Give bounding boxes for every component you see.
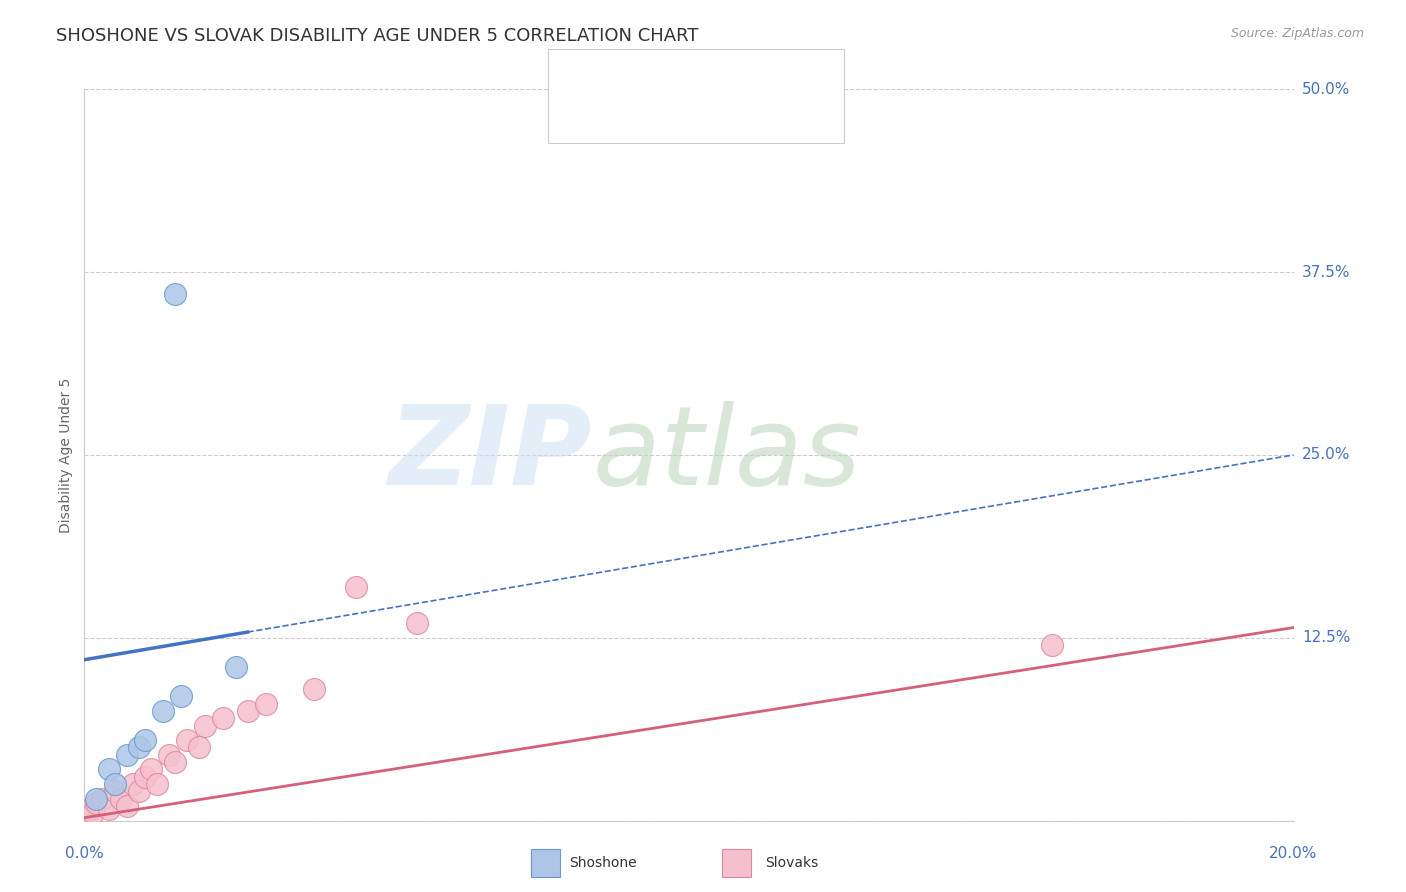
Point <box>212 711 235 725</box>
Text: ZIP: ZIP <box>388 401 592 508</box>
Text: R =: R = <box>609 69 645 87</box>
Text: 12.5%: 12.5% <box>1302 631 1350 645</box>
Bar <box>531 849 560 877</box>
Text: 26: 26 <box>738 105 762 123</box>
Text: 0.074: 0.074 <box>641 69 693 87</box>
Text: N =: N = <box>707 105 744 123</box>
Point <box>188 740 211 755</box>
Point <box>134 733 156 747</box>
Text: atlas: atlas <box>592 401 860 508</box>
Y-axis label: Disability Age Under 5: Disability Age Under 5 <box>59 377 73 533</box>
Text: Source: ZipAtlas.com: Source: ZipAtlas.com <box>1230 27 1364 40</box>
Point <box>115 747 138 762</box>
Text: N =: N = <box>707 69 744 87</box>
Bar <box>572 66 599 90</box>
Point <box>115 799 138 814</box>
Point <box>128 784 150 798</box>
Point <box>79 802 101 816</box>
Point <box>236 704 259 718</box>
Text: 37.5%: 37.5% <box>1302 265 1350 279</box>
Point <box>104 777 127 791</box>
Bar <box>572 102 599 127</box>
Point <box>128 740 150 755</box>
Point <box>176 733 198 747</box>
Point <box>104 784 127 798</box>
Bar <box>723 849 751 877</box>
Point <box>86 791 108 805</box>
Point <box>194 718 217 732</box>
Point <box>165 755 187 769</box>
Point <box>254 697 277 711</box>
Point <box>346 580 368 594</box>
Text: R =: R = <box>609 105 645 123</box>
Text: Slovaks: Slovaks <box>765 856 818 870</box>
Point <box>170 690 193 704</box>
Text: Shoshone: Shoshone <box>569 856 637 870</box>
Text: 25.0%: 25.0% <box>1302 448 1350 462</box>
Point <box>76 809 98 823</box>
Point <box>225 660 247 674</box>
Point <box>97 763 120 777</box>
Text: 10: 10 <box>738 69 762 87</box>
Point <box>152 704 174 718</box>
Text: 0.0%: 0.0% <box>65 846 104 861</box>
Text: 20.0%: 20.0% <box>1270 846 1317 861</box>
Point <box>82 806 104 821</box>
Point <box>146 777 169 791</box>
Point <box>121 777 143 791</box>
Point <box>139 763 162 777</box>
Point <box>165 287 187 301</box>
Point <box>86 796 108 810</box>
Point <box>134 770 156 784</box>
Point <box>1040 638 1063 652</box>
Point <box>97 802 120 816</box>
Text: 0.691: 0.691 <box>641 105 693 123</box>
Point <box>110 791 132 805</box>
Text: SHOSHONE VS SLOVAK DISABILITY AGE UNDER 5 CORRELATION CHART: SHOSHONE VS SLOVAK DISABILITY AGE UNDER … <box>56 27 699 45</box>
Text: 50.0%: 50.0% <box>1302 82 1350 96</box>
Point <box>91 791 114 805</box>
Point <box>302 681 325 696</box>
Point <box>157 747 180 762</box>
Point <box>406 616 429 631</box>
